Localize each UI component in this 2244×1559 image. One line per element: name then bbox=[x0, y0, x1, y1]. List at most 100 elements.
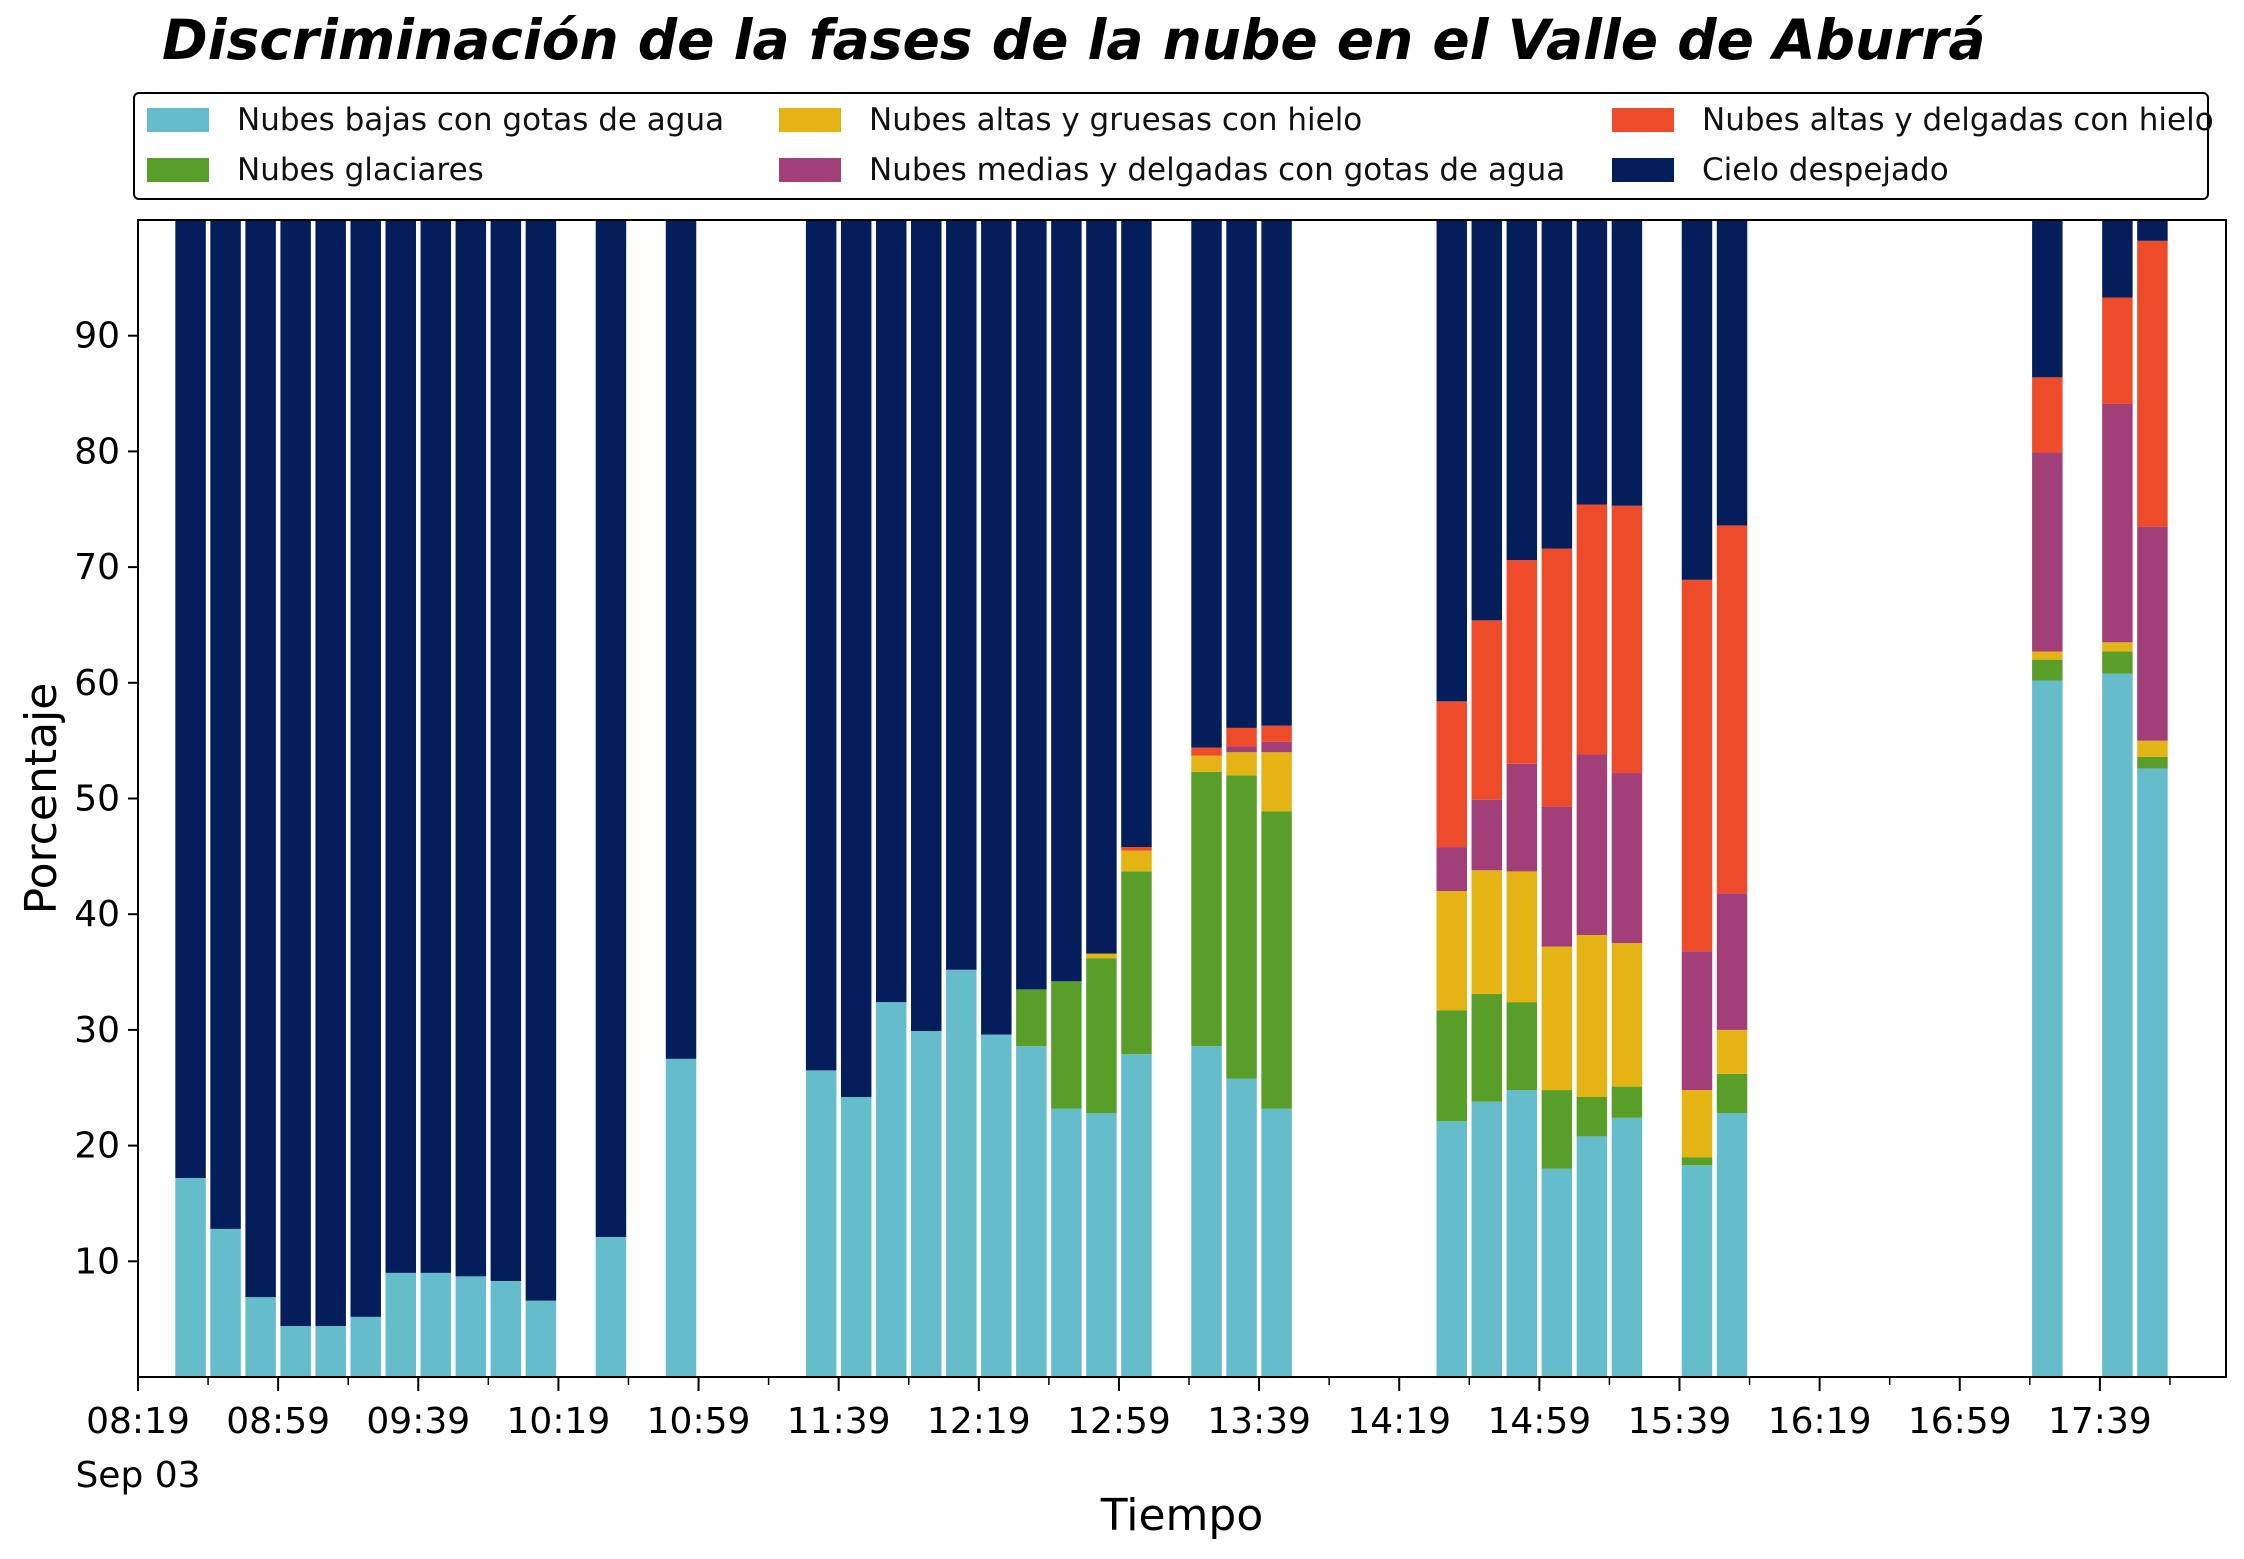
bar-segment-cielo-despejado bbox=[350, 220, 381, 1317]
bar-segment-nubes-altas-y-delgadas-con-hielo bbox=[1471, 620, 1503, 800]
bar-segment-cielo-despejado bbox=[946, 220, 977, 970]
bar-segment-nubes-medias-y-delgadas-con-gotas-de-agua bbox=[1576, 754, 1608, 936]
y-tick-label: 70 bbox=[74, 547, 120, 588]
bar-segment-nubes-bajas-con-gotas-de-agua bbox=[2137, 768, 2168, 1377]
legend-swatch bbox=[779, 108, 841, 132]
bar-segment-nubes-bajas-con-gotas-de-agua bbox=[1086, 1113, 1117, 1377]
bar-segment-nubes-altas-y-gruesas-con-hielo bbox=[1576, 935, 1608, 1098]
bar-segment-nubes-bajas-con-gotas-de-agua bbox=[1541, 1168, 1573, 1377]
bar-segment-nubes-altas-y-delgadas-con-hielo bbox=[1436, 701, 1467, 848]
bar-segment-cielo-despejado bbox=[1716, 220, 1748, 526]
bar-segment-cielo-despejado bbox=[875, 220, 907, 1003]
chart-title: Discriminación de la fases de la nube en… bbox=[162, 8, 1986, 72]
bar-segment-nubes-bajas-con-gotas-de-agua bbox=[1576, 1136, 1608, 1377]
x-date-label: Sep 03 bbox=[75, 1455, 200, 1496]
bar-segment-cielo-despejado bbox=[1051, 220, 1082, 982]
bar-segment-nubes-bajas-con-gotas-de-agua bbox=[525, 1300, 557, 1377]
legend-label: Nubes medias y delgadas con gotas de agu… bbox=[869, 152, 1566, 188]
x-tick-label: 17:39 bbox=[2048, 1401, 2152, 1442]
bar-segment-nubes-altas-y-delgadas-con-hielo bbox=[1506, 560, 1538, 764]
bar-segment-nubes-bajas-con-gotas-de-agua bbox=[1226, 1078, 1257, 1377]
bar-segment-cielo-despejado bbox=[2137, 220, 2168, 241]
x-tick-label: 15:39 bbox=[1628, 1401, 1732, 1442]
bar-segment-cielo-despejado bbox=[1541, 220, 1573, 549]
bar-segment-nubes-bajas-con-gotas-de-agua bbox=[490, 1280, 522, 1377]
bar-segment-nubes-altas-y-gruesas-con-hielo bbox=[1086, 953, 1117, 959]
bar-segment-nubes-bajas-con-gotas-de-agua bbox=[420, 1272, 452, 1377]
bar-segment-cielo-despejado bbox=[911, 220, 942, 1032]
bar-segment-nubes-glaciares bbox=[1086, 958, 1117, 1114]
bar-segment-cielo-despejado bbox=[385, 220, 416, 1273]
x-axis-label: Tiempo bbox=[1100, 1490, 1264, 1541]
bar-segment-nubes-glaciares bbox=[1261, 811, 1292, 1109]
bar-segment-nubes-glaciares bbox=[1576, 1097, 1608, 1137]
bar-segment-nubes-glaciares bbox=[1191, 771, 1222, 1047]
bar-segment-nubes-bajas-con-gotas-de-agua bbox=[911, 1031, 942, 1377]
y-tick-label: 10 bbox=[74, 1241, 120, 1282]
y-tick-label: 60 bbox=[74, 663, 120, 704]
bar-segment-nubes-altas-y-gruesas-con-hielo bbox=[1611, 943, 1643, 1087]
bar-segment-nubes-medias-y-delgadas-con-gotas-de-agua bbox=[1261, 741, 1292, 753]
x-tick-label: 10:59 bbox=[647, 1401, 751, 1442]
x-tick-label: 08:59 bbox=[226, 1401, 330, 1442]
bars-group bbox=[175, 220, 2168, 1377]
legend-item-nubes-bajas-con-gotas-de-agua: Nubes bajas con gotas de agua bbox=[147, 98, 724, 142]
bar-segment-nubes-bajas-con-gotas-de-agua bbox=[280, 1326, 311, 1377]
bar-segment-cielo-despejado bbox=[1261, 220, 1292, 726]
bar-segment-nubes-medias-y-delgadas-con-gotas-de-agua bbox=[1436, 847, 1467, 892]
bar-segment-cielo-despejado bbox=[455, 220, 487, 1277]
bar-segment-cielo-despejado bbox=[1681, 220, 1713, 580]
y-tick-label: 20 bbox=[74, 1126, 120, 1167]
bar-segment-nubes-medias-y-delgadas-con-gotas-de-agua bbox=[1611, 773, 1643, 944]
bar-segment-cielo-despejado bbox=[665, 220, 697, 1059]
y-tick-label: 90 bbox=[74, 316, 120, 357]
bar-segment-nubes-altas-y-gruesas-con-hielo bbox=[1541, 946, 1573, 1091]
bar-segment-cielo-despejado bbox=[1471, 220, 1503, 621]
bar-segment-nubes-altas-y-delgadas-con-hielo bbox=[2137, 240, 2168, 527]
bar-segment-nubes-bajas-con-gotas-de-agua bbox=[315, 1326, 346, 1377]
bar-segment-nubes-altas-y-delgadas-con-hielo bbox=[2032, 377, 2063, 453]
bar-segment-nubes-bajas-con-gotas-de-agua bbox=[1016, 1046, 1047, 1377]
x-tick-label: 14:19 bbox=[1347, 1401, 1451, 1442]
bar-segment-nubes-bajas-con-gotas-de-agua bbox=[875, 1002, 907, 1377]
bar-segment-nubes-bajas-con-gotas-de-agua bbox=[350, 1316, 381, 1377]
legend-item-cielo-despejado: Cielo despejado bbox=[1612, 148, 1949, 192]
bar-segment-nubes-glaciares bbox=[1016, 989, 1047, 1047]
bar-segment-cielo-despejado bbox=[840, 220, 872, 1098]
bar-segment-nubes-medias-y-delgadas-con-gotas-de-agua bbox=[1506, 763, 1538, 872]
bar-segment-nubes-bajas-con-gotas-de-agua bbox=[946, 969, 977, 1377]
y-tick-label: 50 bbox=[74, 779, 120, 820]
bar-segment-nubes-medias-y-delgadas-con-gotas-de-agua bbox=[2102, 403, 2133, 643]
bar-segment-nubes-bajas-con-gotas-de-agua bbox=[1471, 1101, 1503, 1377]
bar-segment-nubes-bajas-con-gotas-de-agua bbox=[1051, 1108, 1082, 1377]
bar-segment-nubes-glaciares bbox=[2032, 659, 2063, 681]
bar-segment-nubes-glaciares bbox=[1681, 1157, 1713, 1166]
bar-segment-nubes-bajas-con-gotas-de-agua bbox=[2102, 673, 2133, 1377]
bar-segment-cielo-despejado bbox=[490, 220, 522, 1281]
bar-segment-nubes-bajas-con-gotas-de-agua bbox=[245, 1297, 276, 1377]
legend-swatch bbox=[147, 158, 209, 182]
bar-segment-cielo-despejado bbox=[1436, 220, 1467, 702]
legend-item-nubes-medias-y-delgadas-con-gotas-de-agua: Nubes medias y delgadas con gotas de agu… bbox=[779, 148, 1565, 192]
bar-segment-nubes-altas-y-gruesas-con-hielo bbox=[1436, 891, 1467, 1011]
bar-segment-nubes-bajas-con-gotas-de-agua bbox=[1506, 1090, 1538, 1377]
bar-segment-nubes-altas-y-gruesas-con-hielo bbox=[2102, 642, 2133, 652]
bar-segment-nubes-bajas-con-gotas-de-agua bbox=[455, 1276, 487, 1377]
bar-segment-nubes-glaciares bbox=[1506, 1002, 1538, 1091]
y-tick-label: 40 bbox=[74, 894, 120, 935]
bar-segment-nubes-bajas-con-gotas-de-agua bbox=[1191, 1046, 1222, 1377]
bar-segment-nubes-bajas-con-gotas-de-agua bbox=[1436, 1121, 1467, 1377]
bar-segment-cielo-despejado bbox=[595, 220, 627, 1237]
bar-segment-nubes-glaciares bbox=[1436, 1010, 1467, 1122]
bar-segment-nubes-altas-y-gruesas-con-hielo bbox=[1471, 870, 1503, 995]
legend-swatch bbox=[1612, 108, 1674, 132]
bar-segment-nubes-medias-y-delgadas-con-gotas-de-agua bbox=[2032, 452, 2063, 652]
x-tick-label: 13:39 bbox=[1207, 1401, 1311, 1442]
bar-segment-nubes-altas-y-gruesas-con-hielo bbox=[1506, 871, 1538, 1003]
bar-segment-nubes-altas-y-delgadas-con-hielo bbox=[2102, 297, 2133, 404]
bar-segment-nubes-glaciares bbox=[1611, 1086, 1643, 1118]
bar-segment-cielo-despejado bbox=[1506, 220, 1538, 561]
bar-segment-cielo-despejado bbox=[1611, 220, 1643, 506]
bar-segment-nubes-altas-y-delgadas-con-hielo bbox=[1541, 548, 1573, 807]
